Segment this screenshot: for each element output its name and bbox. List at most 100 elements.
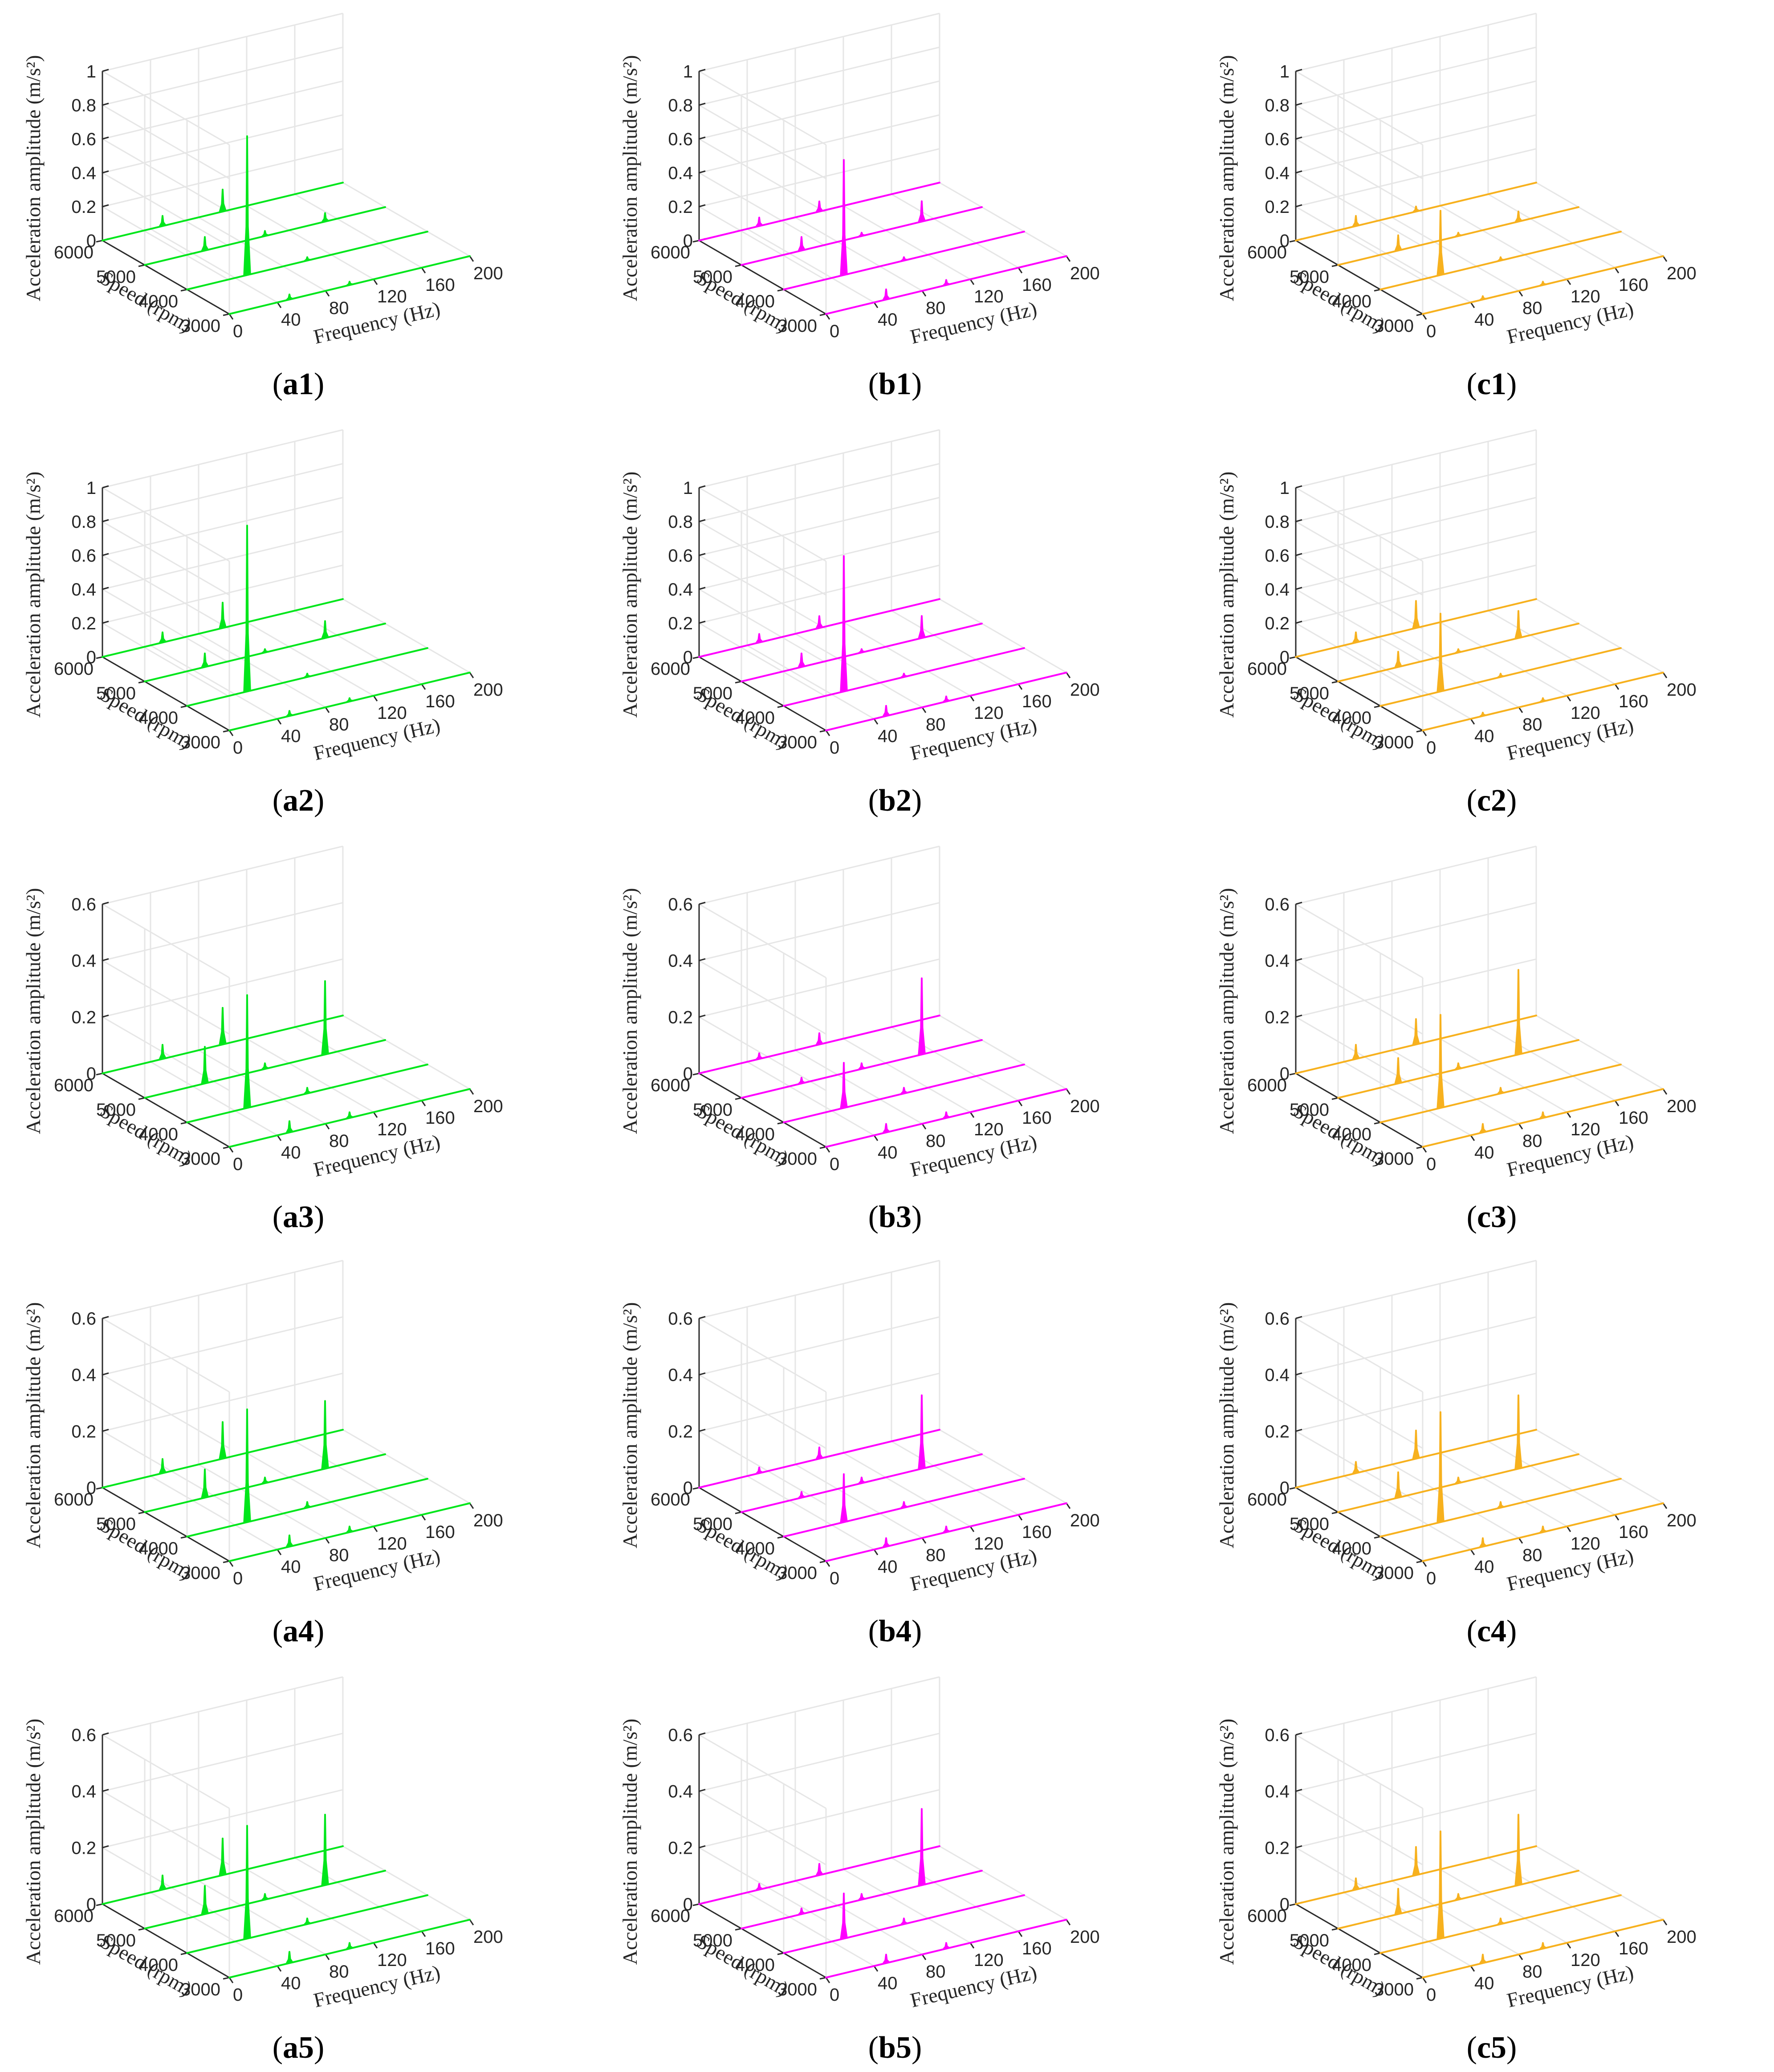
z-tick [699, 587, 706, 590]
z-tick [1295, 958, 1302, 962]
speed-axis [1295, 1487, 1423, 1562]
spectrum-trace-3000rpm [825, 1088, 1067, 1148]
freq-gridline [746, 1307, 875, 1550]
speed-tick [180, 1122, 187, 1125]
speed-tick-label: 6000 [54, 1490, 94, 1509]
z-axis-title: Acceleration amplitude (m/s²) [618, 472, 641, 718]
speed-tick-label: 6000 [1247, 1906, 1287, 1926]
speed-tick [1416, 313, 1423, 316]
speed-tick-label: 4000 [138, 292, 178, 311]
freq-gridline [150, 1307, 278, 1550]
freq-tick [873, 302, 879, 308]
spectrum-trace-6000rpm [102, 1837, 344, 1905]
z-tick [699, 519, 706, 522]
speed-tick [138, 1511, 145, 1514]
z-gridline [697, 497, 940, 630]
speed-tick-label: 5000 [693, 1931, 732, 1950]
freq-tick [969, 1526, 975, 1532]
speed-gridline [1337, 512, 1579, 682]
speed-tick [96, 1903, 103, 1906]
freq-gridline [842, 869, 971, 1113]
z-gridline [1294, 429, 1537, 562]
spectrum-trace-5000rpm [741, 1394, 983, 1513]
freq-gridline [1391, 1295, 1519, 1539]
speed-tick [223, 1977, 230, 1980]
freq-tick [421, 1100, 426, 1106]
speed-tick [96, 240, 103, 243]
z-tick-label: 0.6 [71, 895, 96, 914]
z-tick-label: 0.4 [1265, 1366, 1290, 1385]
z-axis-title: Acceleration amplitude (m/s²) [1215, 1719, 1238, 1965]
spectrum-trace-3000rpm [825, 672, 1067, 731]
z-tick [699, 1845, 706, 1848]
speed-tick [819, 730, 826, 733]
z-tick-label: 0.6 [71, 546, 96, 566]
speed-tick [1416, 1146, 1423, 1149]
speed-axis [1295, 1903, 1423, 1978]
freq-tick [325, 707, 330, 713]
freq-tick-label: 200 [473, 1097, 503, 1116]
freq-tick-label: 160 [1022, 692, 1052, 711]
freq-gridline [1535, 430, 1664, 673]
freq-tick-label: 80 [329, 1962, 349, 1982]
speed-tick [180, 1952, 187, 1955]
z-tick-label: 0.2 [71, 1838, 96, 1858]
z-axis-title: Acceleration amplitude (m/s²) [22, 888, 45, 1134]
z-tick-label: 0 [683, 1064, 693, 1084]
freq-tick [325, 1538, 330, 1544]
spectrum-trace-3000rpm [1422, 1502, 1664, 1562]
freq-tick [1066, 1919, 1071, 1925]
freq-gridline [891, 858, 1019, 1101]
speed-tick-label: 4000 [138, 1955, 178, 1975]
z-tick-label: 0.4 [71, 951, 96, 971]
spectrum-trace-6000rpm [1295, 598, 1537, 658]
z-tick [102, 901, 109, 905]
speed-tick-label: 6000 [1247, 659, 1287, 679]
spectrum-trace-6000rpm [1295, 1845, 1537, 1905]
freq-tick-label: 80 [1522, 1131, 1542, 1151]
z-tick [699, 485, 706, 489]
freq-tick [421, 684, 426, 690]
speed-axis [699, 1903, 826, 1978]
panel-caption: (a4) [273, 1614, 325, 1648]
spectrum-trace-4000rpm [1379, 1014, 1622, 1123]
z-axis-title: Acceleration amplitude (m/s²) [618, 1302, 641, 1549]
freq-tick [373, 1526, 378, 1532]
panel-caption: (a5) [273, 2031, 325, 2065]
freq-tick-label: 40 [281, 1974, 301, 1993]
speed-tick-label: 3000 [777, 1149, 817, 1169]
speed-tick-label: 3000 [777, 316, 817, 336]
freq-gridline [891, 1689, 1019, 1932]
speed-tick-label: 5000 [693, 1514, 732, 1534]
panel-caption: (a1) [273, 367, 325, 401]
speed-gridline [1379, 120, 1621, 290]
freq-tick-label: 200 [1667, 1097, 1697, 1116]
z-tick-label: 0 [1280, 1064, 1290, 1084]
speed-axis [102, 240, 230, 315]
z-gridline [1294, 12, 1537, 146]
z-tick-label: 0.8 [668, 96, 693, 115]
speed-tick [777, 1536, 784, 1539]
z-tick-label: 0.2 [668, 1007, 693, 1027]
speed-axis [102, 1487, 230, 1562]
speed-gridline [698, 1735, 940, 1905]
freq-tick-label: 40 [281, 1557, 301, 1577]
z-tick-label: 0.6 [1265, 1725, 1290, 1745]
freq-tick [873, 1549, 879, 1555]
freq-gridline [794, 48, 923, 292]
freq-tick-label: 0 [830, 1154, 839, 1174]
freq-tick-label: 40 [878, 1143, 898, 1162]
z-gridline [697, 463, 940, 596]
z-axis-title: Acceleration amplitude (m/s²) [618, 55, 641, 302]
freq-tick [1518, 1123, 1523, 1130]
speed-axis [102, 656, 230, 731]
freq-tick [1422, 1561, 1427, 1567]
z-gridline [697, 12, 940, 146]
speed-tick-label: 4000 [735, 1955, 775, 1975]
freq-tick [421, 1514, 426, 1521]
freq-gridline [842, 453, 971, 697]
freq-tick-label: 160 [1619, 1108, 1648, 1128]
